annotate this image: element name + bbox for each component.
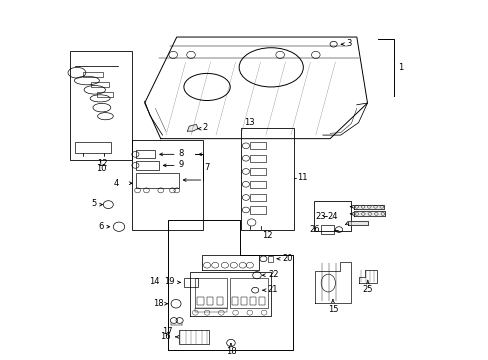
Bar <box>321 225 333 234</box>
Text: 15: 15 <box>327 305 338 314</box>
Bar <box>216 297 223 305</box>
Text: 9: 9 <box>178 160 183 169</box>
Bar <box>136 172 178 188</box>
Bar <box>241 297 247 305</box>
Text: 18: 18 <box>225 347 236 356</box>
Bar <box>250 194 265 201</box>
Bar <box>231 297 238 305</box>
Text: 17: 17 <box>162 327 172 336</box>
Bar <box>249 297 256 305</box>
Text: 14: 14 <box>149 277 159 286</box>
Text: 12: 12 <box>97 159 107 168</box>
Polygon shape <box>354 204 383 209</box>
Bar <box>70 51 132 160</box>
Bar <box>250 168 265 175</box>
Bar <box>206 297 213 305</box>
Bar <box>91 82 109 87</box>
Bar <box>313 201 351 231</box>
Text: 7: 7 <box>204 163 209 172</box>
Polygon shape <box>187 125 198 131</box>
Text: 2: 2 <box>202 123 207 132</box>
Polygon shape <box>347 221 367 225</box>
Text: 6: 6 <box>98 221 103 230</box>
Bar <box>183 278 198 287</box>
Text: 8: 8 <box>178 149 183 158</box>
Text: 5: 5 <box>91 199 96 208</box>
Text: 20: 20 <box>282 253 292 262</box>
Text: 12: 12 <box>262 231 272 240</box>
Bar <box>194 278 226 308</box>
Bar <box>241 128 294 230</box>
Bar <box>194 308 226 311</box>
Bar <box>75 142 111 153</box>
Bar <box>250 181 265 188</box>
Bar <box>250 155 265 162</box>
Bar <box>258 297 264 305</box>
Bar <box>136 150 155 158</box>
Bar <box>229 278 267 308</box>
Text: 26: 26 <box>309 225 320 234</box>
Text: 13: 13 <box>244 118 254 127</box>
Text: 23: 23 <box>314 212 325 221</box>
Bar <box>178 330 208 344</box>
Text: 21: 21 <box>267 285 277 294</box>
Bar <box>267 256 272 262</box>
Text: 19: 19 <box>164 278 175 287</box>
Bar <box>250 206 265 213</box>
Text: 1: 1 <box>397 63 402 72</box>
Polygon shape <box>354 211 385 216</box>
Bar <box>136 161 159 170</box>
Text: 22: 22 <box>267 270 278 279</box>
Text: 11: 11 <box>297 173 307 182</box>
Text: 4: 4 <box>114 179 119 188</box>
Bar <box>132 140 203 230</box>
Bar <box>83 72 103 77</box>
Text: 10: 10 <box>96 163 106 172</box>
Bar <box>250 142 265 149</box>
Text: 24: 24 <box>326 212 337 221</box>
Text: 3: 3 <box>346 39 351 48</box>
Text: 16: 16 <box>160 332 171 341</box>
Bar <box>96 92 112 96</box>
Text: 25: 25 <box>362 285 372 294</box>
Text: 18: 18 <box>153 299 163 308</box>
Bar <box>197 297 203 305</box>
